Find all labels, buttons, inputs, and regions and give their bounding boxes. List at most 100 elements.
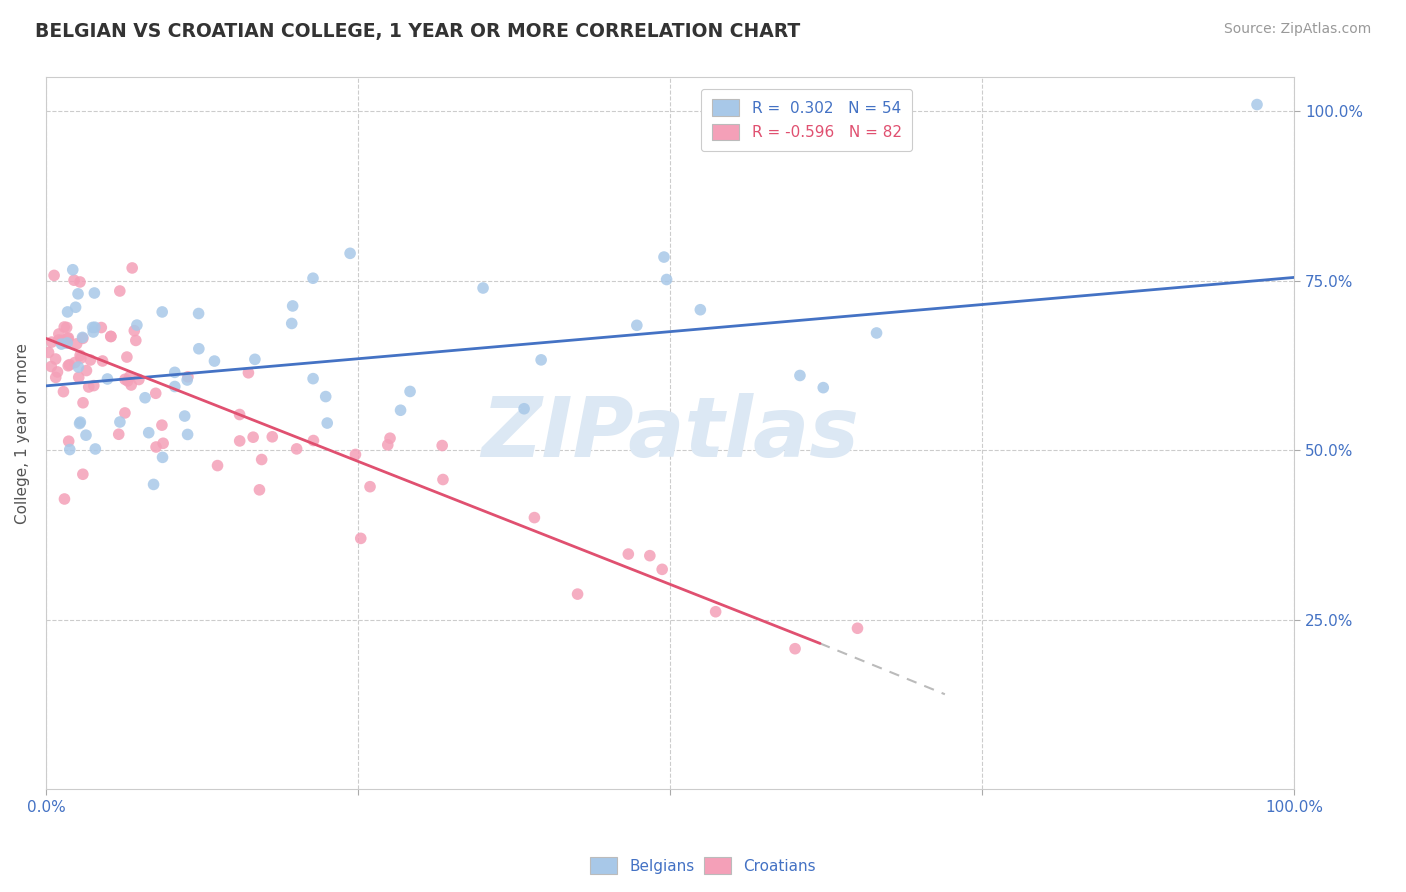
Point	[285, 442, 308, 456]
Point	[344, 447, 367, 461]
Point	[689, 302, 711, 317]
Point	[45, 352, 67, 367]
Point	[96, 372, 118, 386]
Point	[207, 458, 229, 473]
Point	[41, 335, 63, 350]
Point	[69, 417, 91, 431]
Text: ZIPatlas: ZIPatlas	[481, 392, 859, 474]
Point	[120, 378, 142, 392]
Point	[58, 358, 80, 372]
Point	[72, 396, 94, 410]
Text: BELGIAN VS CROATIAN COLLEGE, 1 YEAR OR MORE CORRELATION CHART: BELGIAN VS CROATIAN COLLEGE, 1 YEAR OR M…	[35, 22, 800, 41]
Point	[56, 335, 79, 350]
Point	[163, 379, 186, 393]
Point	[67, 370, 90, 384]
Point	[55, 335, 77, 350]
Point	[187, 342, 209, 356]
Point	[125, 318, 148, 332]
Point	[150, 305, 173, 319]
Point	[58, 359, 80, 373]
Point	[150, 418, 173, 433]
Point	[176, 373, 198, 387]
Point	[134, 391, 156, 405]
Point	[152, 436, 174, 450]
Point	[45, 370, 67, 384]
Point	[350, 532, 373, 546]
Point	[82, 320, 104, 334]
Point	[82, 325, 104, 339]
Point	[432, 473, 454, 487]
Point	[69, 348, 91, 362]
Point	[530, 352, 553, 367]
Point	[114, 406, 136, 420]
Point	[52, 384, 75, 399]
Point	[90, 320, 112, 334]
Point	[117, 374, 139, 388]
Point	[42, 268, 65, 283]
Point	[302, 371, 325, 385]
Point	[124, 324, 146, 338]
Point	[53, 491, 76, 506]
Point	[48, 333, 70, 347]
Point	[84, 442, 107, 456]
Point	[83, 320, 105, 334]
Point	[72, 331, 94, 345]
Point	[655, 272, 678, 286]
Point	[39, 359, 62, 374]
Text: Source: ZipAtlas.com: Source: ZipAtlas.com	[1223, 22, 1371, 37]
Point	[1246, 97, 1268, 112]
Point	[250, 452, 273, 467]
Point	[339, 246, 361, 260]
Point	[67, 359, 90, 374]
Point	[228, 434, 250, 448]
Point	[316, 416, 339, 430]
Point	[302, 434, 325, 448]
Point	[176, 427, 198, 442]
Point	[72, 330, 94, 344]
Point	[70, 351, 93, 366]
Point	[617, 547, 640, 561]
Point	[846, 621, 869, 635]
Point	[114, 372, 136, 386]
Point	[262, 430, 284, 444]
Point	[789, 368, 811, 383]
Point	[77, 380, 100, 394]
Point	[651, 562, 673, 576]
Point	[48, 326, 70, 341]
Point	[67, 286, 90, 301]
Point	[83, 285, 105, 300]
Point	[142, 477, 165, 491]
Point	[108, 415, 131, 429]
Legend: Belgians, Croatians: Belgians, Croatians	[583, 851, 823, 880]
Point	[389, 403, 412, 417]
Point	[118, 369, 141, 384]
Point	[177, 369, 200, 384]
Point	[63, 355, 86, 369]
Point	[163, 365, 186, 379]
Point	[187, 306, 209, 320]
Point	[83, 378, 105, 392]
Point	[107, 427, 129, 442]
Point	[513, 401, 536, 416]
Point	[62, 262, 84, 277]
Point	[56, 305, 79, 319]
Point	[66, 336, 89, 351]
Point	[58, 331, 80, 345]
Point	[704, 605, 727, 619]
Point	[638, 549, 661, 563]
Point	[108, 284, 131, 298]
Point	[315, 390, 337, 404]
Legend: R =  0.302   N = 54, R = -0.596   N = 82: R = 0.302 N = 54, R = -0.596 N = 82	[702, 88, 912, 151]
Point	[359, 480, 381, 494]
Point	[125, 334, 148, 348]
Point	[79, 353, 101, 368]
Point	[783, 641, 806, 656]
Point	[152, 450, 174, 465]
Point	[472, 281, 495, 295]
Point	[238, 366, 260, 380]
Point	[46, 365, 69, 379]
Y-axis label: College, 1 year or more: College, 1 year or more	[15, 343, 30, 524]
Point	[813, 381, 835, 395]
Point	[249, 483, 271, 497]
Point	[378, 431, 401, 445]
